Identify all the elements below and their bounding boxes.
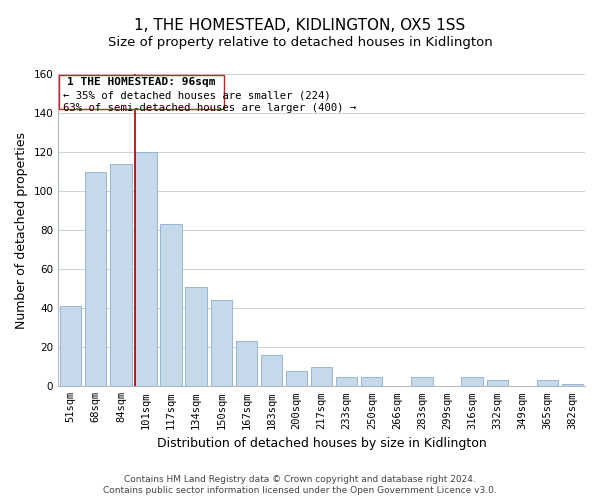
Bar bbox=[537, 380, 558, 386]
Bar bbox=[286, 370, 307, 386]
Text: 1 THE HOMESTEAD: 96sqm: 1 THE HOMESTEAD: 96sqm bbox=[67, 78, 216, 88]
Bar bbox=[160, 224, 182, 386]
Bar bbox=[59, 75, 224, 109]
Bar bbox=[411, 376, 433, 386]
Bar bbox=[487, 380, 508, 386]
Bar bbox=[211, 300, 232, 386]
Y-axis label: Number of detached properties: Number of detached properties bbox=[15, 132, 28, 328]
Bar bbox=[185, 287, 207, 386]
Bar bbox=[60, 306, 82, 386]
Bar bbox=[261, 355, 282, 386]
Text: ← 35% of detached houses are smaller (224): ← 35% of detached houses are smaller (22… bbox=[63, 90, 331, 101]
Bar bbox=[236, 342, 257, 386]
Text: 1, THE HOMESTEAD, KIDLINGTON, OX5 1SS: 1, THE HOMESTEAD, KIDLINGTON, OX5 1SS bbox=[134, 18, 466, 32]
Bar bbox=[461, 376, 483, 386]
Bar bbox=[311, 367, 332, 386]
Text: Contains HM Land Registry data © Crown copyright and database right 2024.: Contains HM Land Registry data © Crown c… bbox=[124, 475, 476, 484]
Text: Contains public sector information licensed under the Open Government Licence v3: Contains public sector information licen… bbox=[103, 486, 497, 495]
Bar bbox=[562, 384, 583, 386]
Bar bbox=[361, 376, 382, 386]
X-axis label: Distribution of detached houses by size in Kidlington: Distribution of detached houses by size … bbox=[157, 437, 487, 450]
Bar bbox=[85, 172, 106, 386]
Text: Size of property relative to detached houses in Kidlington: Size of property relative to detached ho… bbox=[107, 36, 493, 49]
Bar bbox=[136, 152, 157, 386]
Text: 63% of semi-detached houses are larger (400) →: 63% of semi-detached houses are larger (… bbox=[63, 104, 356, 114]
Bar bbox=[336, 376, 358, 386]
Bar bbox=[110, 164, 131, 386]
